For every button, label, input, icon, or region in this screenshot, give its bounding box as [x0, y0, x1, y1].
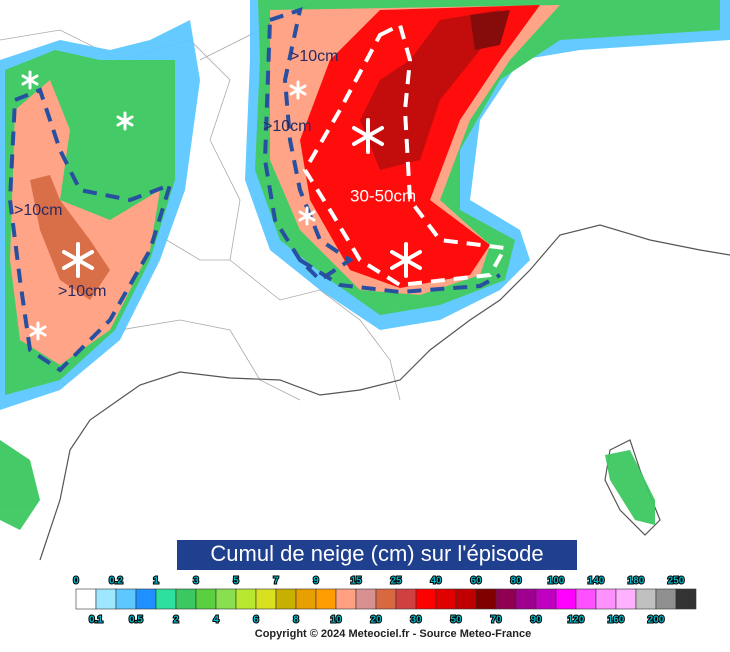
legend-label: 50 [450, 615, 462, 626]
legend-swatch [595, 588, 617, 610]
legend-label: 5 [233, 576, 239, 587]
legend-label: 20 [370, 615, 382, 626]
legend-label: 4 [213, 615, 219, 626]
legend-label: 6 [253, 615, 259, 626]
legend-label: 120 [568, 615, 585, 626]
zone-label: >10cm [14, 202, 62, 219]
legend-label: 0.1 [89, 615, 103, 626]
annotations: >10cm >10cm >10cm >10cm 30-50cm [14, 48, 416, 300]
legend-swatch [415, 588, 437, 610]
legend-label: 25 [390, 576, 402, 587]
zone-label: >10cm [58, 283, 106, 300]
snow-field [0, 0, 730, 530]
legend-label: 0.2 [109, 576, 123, 587]
legend-label: 160 [608, 615, 625, 626]
snow-zones [7, 6, 509, 373]
legend-swatch [495, 588, 517, 610]
legend-label: 7 [273, 576, 279, 587]
legend-swatch [155, 588, 177, 610]
legend-label: 100 [548, 576, 565, 587]
legend-label: 10 [330, 615, 342, 626]
legend-swatch [215, 588, 237, 610]
legend-swatch [275, 588, 297, 610]
legend-label: 0 [73, 576, 79, 587]
legend-swatch [115, 588, 137, 610]
legend-label: 60 [470, 576, 482, 587]
legend-label: 3 [193, 576, 199, 587]
legend-swatch [615, 588, 637, 610]
legend-label: 70 [490, 615, 502, 626]
legend-swatch [75, 588, 97, 610]
legend-swatch [475, 588, 497, 610]
legend-swatch [655, 588, 677, 610]
legend-label: 8 [293, 615, 299, 626]
legend-swatch [675, 588, 697, 610]
legend-label: 30 [410, 615, 422, 626]
legend-label: 80 [510, 576, 522, 587]
legend-swatch [355, 588, 377, 610]
legend-label: 2 [173, 615, 179, 626]
legend-swatch [515, 588, 537, 610]
legend-swatch [455, 588, 477, 610]
copyright: Copyright © 2024 Meteociel.fr - Source M… [255, 628, 531, 640]
legend-swatch [635, 588, 657, 610]
legend-swatch [175, 588, 197, 610]
zone-label: 30-50cm [350, 186, 416, 205]
legend-label: 180 [628, 576, 645, 587]
legend-swatch [535, 588, 557, 610]
legend-swatch [315, 588, 337, 610]
legend-label: 15 [350, 576, 362, 587]
legend-swatch [555, 588, 577, 610]
legend-label: 250 [668, 576, 685, 587]
legend-swatch [135, 588, 157, 610]
legend-swatch [235, 588, 257, 610]
legend-label: 140 [588, 576, 605, 587]
coastline [39, 224, 730, 561]
zone-label: >10cm [263, 118, 311, 135]
legend-swatch [395, 588, 417, 610]
map-title: Cumul de neige (cm) sur l'épisode [210, 541, 543, 566]
title-box [177, 540, 577, 570]
legend-label: 0.5 [129, 615, 143, 626]
legend-swatch [195, 588, 217, 610]
legend-label: 90 [530, 615, 542, 626]
legend-swatch [435, 588, 457, 610]
legend-swatch [255, 588, 277, 610]
legend-label: 40 [430, 576, 442, 587]
legend-swatch [335, 588, 357, 610]
legend-swatch [95, 588, 117, 610]
legend-label: 200 [648, 615, 665, 626]
legend-label: 1 [153, 576, 159, 587]
corsica [604, 439, 661, 536]
snowflake-icons [21, 70, 422, 341]
legend-label: 9 [313, 576, 319, 587]
legend: 0 0.2 1 3 5 7 9 15 25 40 60 80 100 140 180 250 0.1 0.5 2 4 6… [72, 575, 697, 627]
legend-swatch [575, 588, 597, 610]
legend-swatch [375, 588, 397, 610]
zone-label: >10cm [290, 48, 338, 65]
legend-swatch [295, 588, 317, 610]
